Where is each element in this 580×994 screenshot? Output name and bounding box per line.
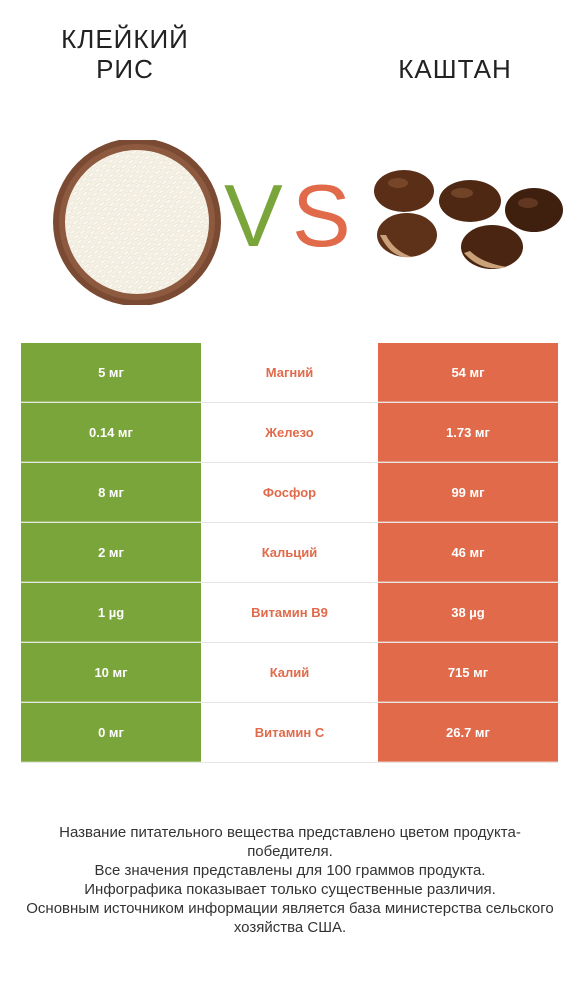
footer-line: Все значения представлены для 100 граммо… bbox=[94, 862, 486, 879]
right-value-cell: 99 мг bbox=[378, 463, 558, 522]
left-value-cell: 0.14 мг bbox=[21, 403, 201, 462]
right-value-cell: 715 мг bbox=[378, 643, 558, 702]
footer-notes: Название питательного вещества представл… bbox=[20, 823, 560, 937]
table-row: 10 мг Калий 715 мг bbox=[21, 643, 558, 703]
vs-s-letter: S bbox=[292, 170, 351, 255]
table-row: 0 мг Витамин C 26.7 мг bbox=[21, 703, 558, 763]
table-row: 2 мг Кальций 46 мг bbox=[21, 523, 558, 583]
nutrient-name-cell: Кальций bbox=[201, 523, 378, 582]
right-value-cell: 1.73 мг bbox=[378, 403, 558, 462]
right-value-cell: 46 мг bbox=[378, 523, 558, 582]
footer-line: Инфографика показывает только существенн… bbox=[84, 881, 496, 898]
nutrient-name-cell: Магний bbox=[201, 343, 378, 402]
nutrient-comparison-table: 5 мг Магний 54 мг 0.14 мг Железо 1.73 мг 8 мг Ф… bbox=[21, 343, 558, 763]
nutrient-name-cell: Калий bbox=[201, 643, 378, 702]
left-value-cell: 1 µg bbox=[21, 583, 201, 642]
nutrient-name-cell: Фосфор bbox=[201, 463, 378, 522]
right-value-cell: 54 мг bbox=[378, 343, 558, 402]
table-row: 1 µg Витамин B9 38 µg bbox=[21, 583, 558, 643]
table-row: 8 мг Фосфор 99 мг bbox=[21, 463, 558, 523]
table-row: 0.14 мг Железо 1.73 мг bbox=[21, 403, 558, 463]
nutrient-name-cell: Витамин C bbox=[201, 703, 378, 762]
vs-label: V S bbox=[224, 170, 351, 255]
table-row: 5 мг Магний 54 мг bbox=[21, 343, 558, 403]
rice-bowl-icon bbox=[53, 140, 221, 305]
left-value-cell: 5 мг bbox=[21, 343, 201, 402]
right-product-title: КАШТАН bbox=[398, 54, 512, 84]
footer-line: Основным источником информации является … bbox=[26, 900, 554, 936]
right-value-cell: 38 µg bbox=[378, 583, 558, 642]
footer-line: Название питательного вещества представл… bbox=[59, 824, 521, 860]
nutrient-name-cell: Витамин B9 bbox=[201, 583, 378, 642]
vs-v-letter: V bbox=[224, 170, 283, 255]
left-value-cell: 0 мг bbox=[21, 703, 201, 762]
nutrient-name-cell: Железо bbox=[201, 403, 378, 462]
left-value-cell: 2 мг bbox=[21, 523, 201, 582]
right-value-cell: 26.7 мг bbox=[378, 703, 558, 762]
left-product-title: КЛЕЙКИЙ РИС bbox=[61, 24, 189, 84]
left-value-cell: 10 мг bbox=[21, 643, 201, 702]
chestnuts-icon bbox=[374, 170, 563, 269]
left-value-cell: 8 мг bbox=[21, 463, 201, 522]
